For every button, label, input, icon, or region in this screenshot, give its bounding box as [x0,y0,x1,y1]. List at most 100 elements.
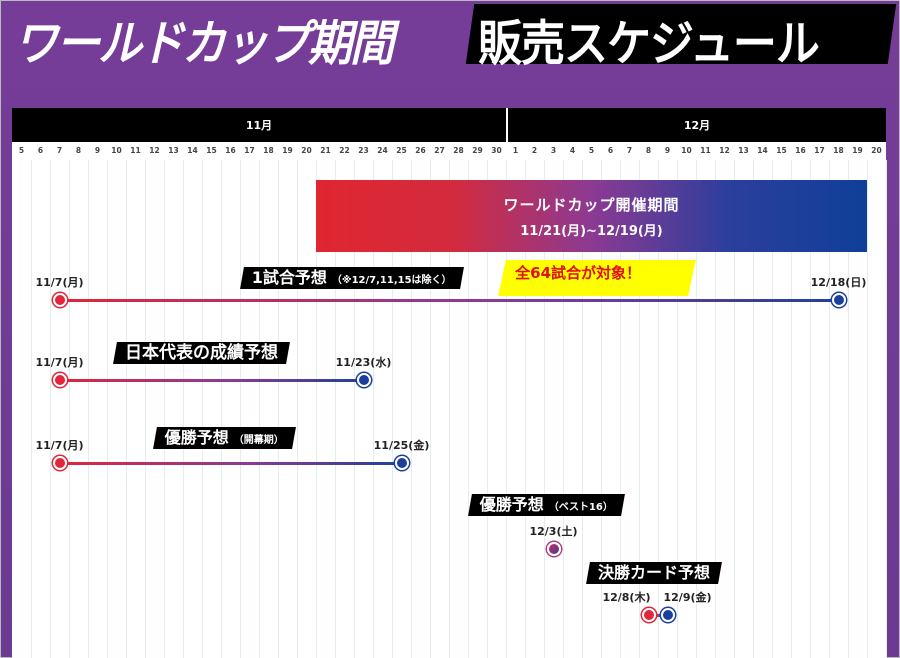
item-note: （ベスト16） [548,502,613,513]
period-line [59,298,839,302]
item-note: （開幕期） [233,435,284,446]
grid-line [810,160,811,658]
day-label: 15 [776,146,787,155]
grid-line [468,160,469,658]
grid-line [677,160,678,658]
grid-line [69,160,70,658]
item-label-winner-best16: 優勝予想 （ベスト16） [468,494,626,516]
day-label: 20 [301,146,312,155]
title-part2: 販売スケジュール [478,16,820,73]
grid-line [31,160,32,658]
day-label: 28 [453,146,464,155]
end-dot [831,293,846,307]
start-dot [546,542,561,556]
grid-line [164,160,165,658]
callout-text: 全64試合が対象！ [515,264,642,282]
grid-line [658,160,659,658]
item-title: 優勝予想 [164,428,229,447]
day-label: 14 [757,146,768,155]
grid-line [335,160,336,658]
period-line [648,613,668,617]
day-label: 7 [56,146,63,155]
month-header: 12月 [508,108,886,142]
grid-line [829,160,830,658]
day-label: 2 [531,146,538,155]
grid-line [278,160,279,658]
start-date: 12/3(土) [529,525,578,538]
day-label: 14 [187,146,198,155]
end-dot [356,373,371,387]
item-title: 1試合予想 [251,268,327,287]
day-label: 19 [282,146,293,155]
start-date: 11/7(月) [35,356,84,369]
end-date: 11/25(金) [373,439,430,452]
day-label: 22 [339,146,350,155]
grid-line [126,160,127,658]
grid-line [867,160,868,658]
grid-line [259,160,260,658]
start-date: 11/7(月) [35,276,84,289]
grid-line [848,160,849,658]
grid-line [202,160,203,658]
grid-line [753,160,754,658]
grid-line [525,160,526,658]
day-label: 8 [645,146,652,155]
period-line [59,378,364,382]
grid-line [411,160,412,658]
day-label: 18 [263,146,274,155]
day-label: 30 [491,146,502,155]
day-label: 6 [607,146,614,155]
start-dot [52,456,67,470]
month-header: 11月 [12,108,506,142]
item-title: 優勝予想 [479,495,544,514]
grid-line [772,160,773,658]
end-dot [660,608,675,622]
grid-line [88,160,89,658]
day-label: 20 [871,146,882,155]
day-label: 27 [434,146,445,155]
day-label: 7 [626,146,633,155]
end-date: 11/23(水) [335,356,392,369]
end-dot [394,456,409,470]
grid-line [791,160,792,658]
grid-line [221,160,222,658]
grid-line [373,160,374,658]
grid-line [50,160,51,658]
day-label: 23 [358,146,369,155]
grid-line [563,160,564,658]
day-label: 16 [225,146,236,155]
grid-line [886,160,887,658]
schedule-panel: 5 6 7 8 9 10 11 12 13 14 15 16 17 18 19 20 21 22 23 24 25 26 2… [12,108,887,658]
day-label: 25 [396,146,407,155]
world-cup-period-bar: ワールドカップ開催期間 11/21(月)~12/19(月) [316,180,867,252]
day-label: 18 [833,146,844,155]
period-line [59,461,402,465]
grid-line [620,160,621,658]
grid-line [544,160,545,658]
end-date: 12/18(日) [810,276,867,289]
day-label: 1 [512,146,519,155]
day-label: 11 [130,146,141,155]
grid-line [354,160,355,658]
grid-line [107,160,108,658]
day-label: 17 [244,146,255,155]
day-label: 11 [700,146,711,155]
grid-line [734,160,735,658]
day-label: 5 [18,146,25,155]
grid-line [316,160,317,658]
item-title: 決勝カード予想 [598,563,711,582]
day-label: 13 [168,146,179,155]
grid-line [487,160,488,658]
grid-line [696,160,697,658]
start-dot [52,293,67,307]
grid-line [449,160,450,658]
callout-all-64-matches: 全64試合が対象！ [498,260,696,296]
day-label: 26 [415,146,426,155]
item-note: （※12/7,11,15は除く） [331,275,452,286]
grid-line [297,160,298,658]
grid-line [715,160,716,658]
world-cup-period-title: ワールドカップ開催期間 [503,196,680,214]
day-label: 24 [377,146,388,155]
day-label: 8 [75,146,82,155]
world-cup-period-range: 11/21(月)~12/19(月) [520,224,663,239]
